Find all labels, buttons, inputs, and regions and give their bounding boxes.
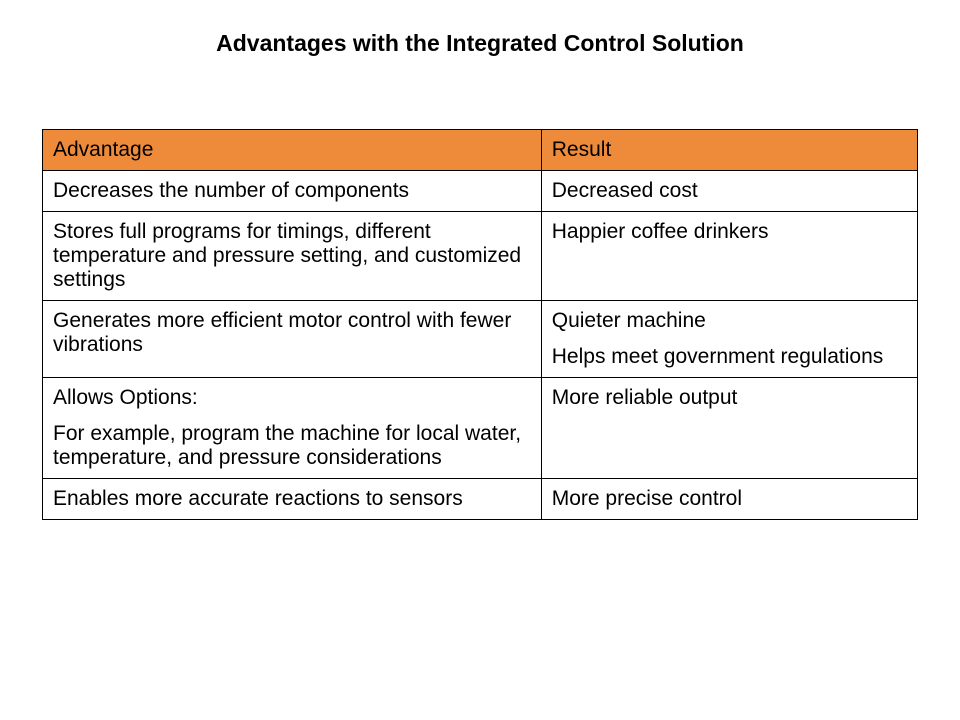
table-row: Allows Options: For example, program the … bbox=[43, 378, 918, 479]
result-cell: Happier coffee drinkers bbox=[541, 212, 917, 301]
table-row: Generates more efficient motor control w… bbox=[43, 301, 918, 378]
result-cell: Decreased cost bbox=[541, 171, 917, 212]
advantage-cell: Allows Options: For example, program the … bbox=[43, 378, 542, 479]
table-row: Enables more accurate reactions to senso… bbox=[43, 479, 918, 520]
advantage-cell: Stores full programs for timings, differ… bbox=[43, 212, 542, 301]
column-header-advantage: Advantage bbox=[43, 130, 542, 171]
table-row: Stores full programs for timings, differ… bbox=[43, 212, 918, 301]
advantage-text: For example, program the machine for loc… bbox=[53, 422, 531, 470]
result-cell: Quieter machine Helps meet government reg… bbox=[541, 301, 917, 378]
advantages-table: Advantage Result Decreases the number of… bbox=[42, 129, 918, 520]
result-cell: More precise control bbox=[541, 479, 917, 520]
advantage-cell: Decreases the number of components bbox=[43, 171, 542, 212]
result-cell: More reliable output bbox=[541, 378, 917, 479]
table-body: Decreases the number of componentsDecrea… bbox=[43, 171, 918, 520]
table-row: Decreases the number of componentsDecrea… bbox=[43, 171, 918, 212]
column-header-result: Result bbox=[541, 130, 917, 171]
advantage-text: Allows Options: bbox=[53, 386, 531, 410]
result-text: Quieter machine bbox=[552, 309, 907, 333]
table-header-row: Advantage Result bbox=[43, 130, 918, 171]
advantage-cell: Enables more accurate reactions to senso… bbox=[43, 479, 542, 520]
advantage-cell: Generates more efficient motor control w… bbox=[43, 301, 542, 378]
result-text: Helps meet government regulations bbox=[552, 345, 907, 369]
page-title: Advantages with the Integrated Control S… bbox=[42, 30, 918, 57]
